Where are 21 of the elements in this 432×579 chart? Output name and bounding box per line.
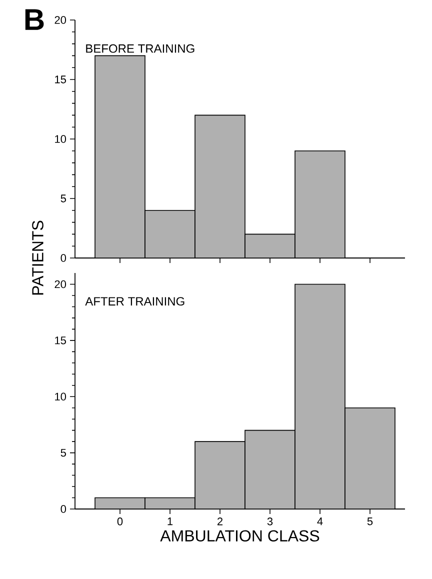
x-tick-label: 3 <box>267 518 273 526</box>
y-tick-label: 20 <box>54 16 66 24</box>
y-tick-label: 10 <box>55 392 66 401</box>
x-tick-label: 1 <box>168 518 173 526</box>
y-tick-label: 0 <box>60 254 66 262</box>
y-tick-label: 15 <box>55 336 66 344</box>
y-tick-label: 5 <box>60 448 66 457</box>
y-tick-label: 20 <box>54 280 66 288</box>
x-tick-label: 5 <box>367 518 373 526</box>
x-tick-label: 4 <box>317 518 323 526</box>
text: AFTER TRAINING <box>85 297 184 306</box>
y-tick-label: 15 <box>55 76 66 84</box>
x-tick-label: 2 <box>217 518 223 526</box>
text: B <box>25 9 44 30</box>
x-tick-label: 0 <box>117 518 123 526</box>
y-axis-title: PATIENTS <box>32 220 44 295</box>
text: BEFORE TRAINING <box>86 44 194 53</box>
x-axis-title: AMBULATION CLASS <box>160 530 320 542</box>
y-tick-label: 5 <box>60 194 66 202</box>
y-tick-label: 0 <box>60 505 66 513</box>
y-tick-label: 10 <box>55 135 66 143</box>
